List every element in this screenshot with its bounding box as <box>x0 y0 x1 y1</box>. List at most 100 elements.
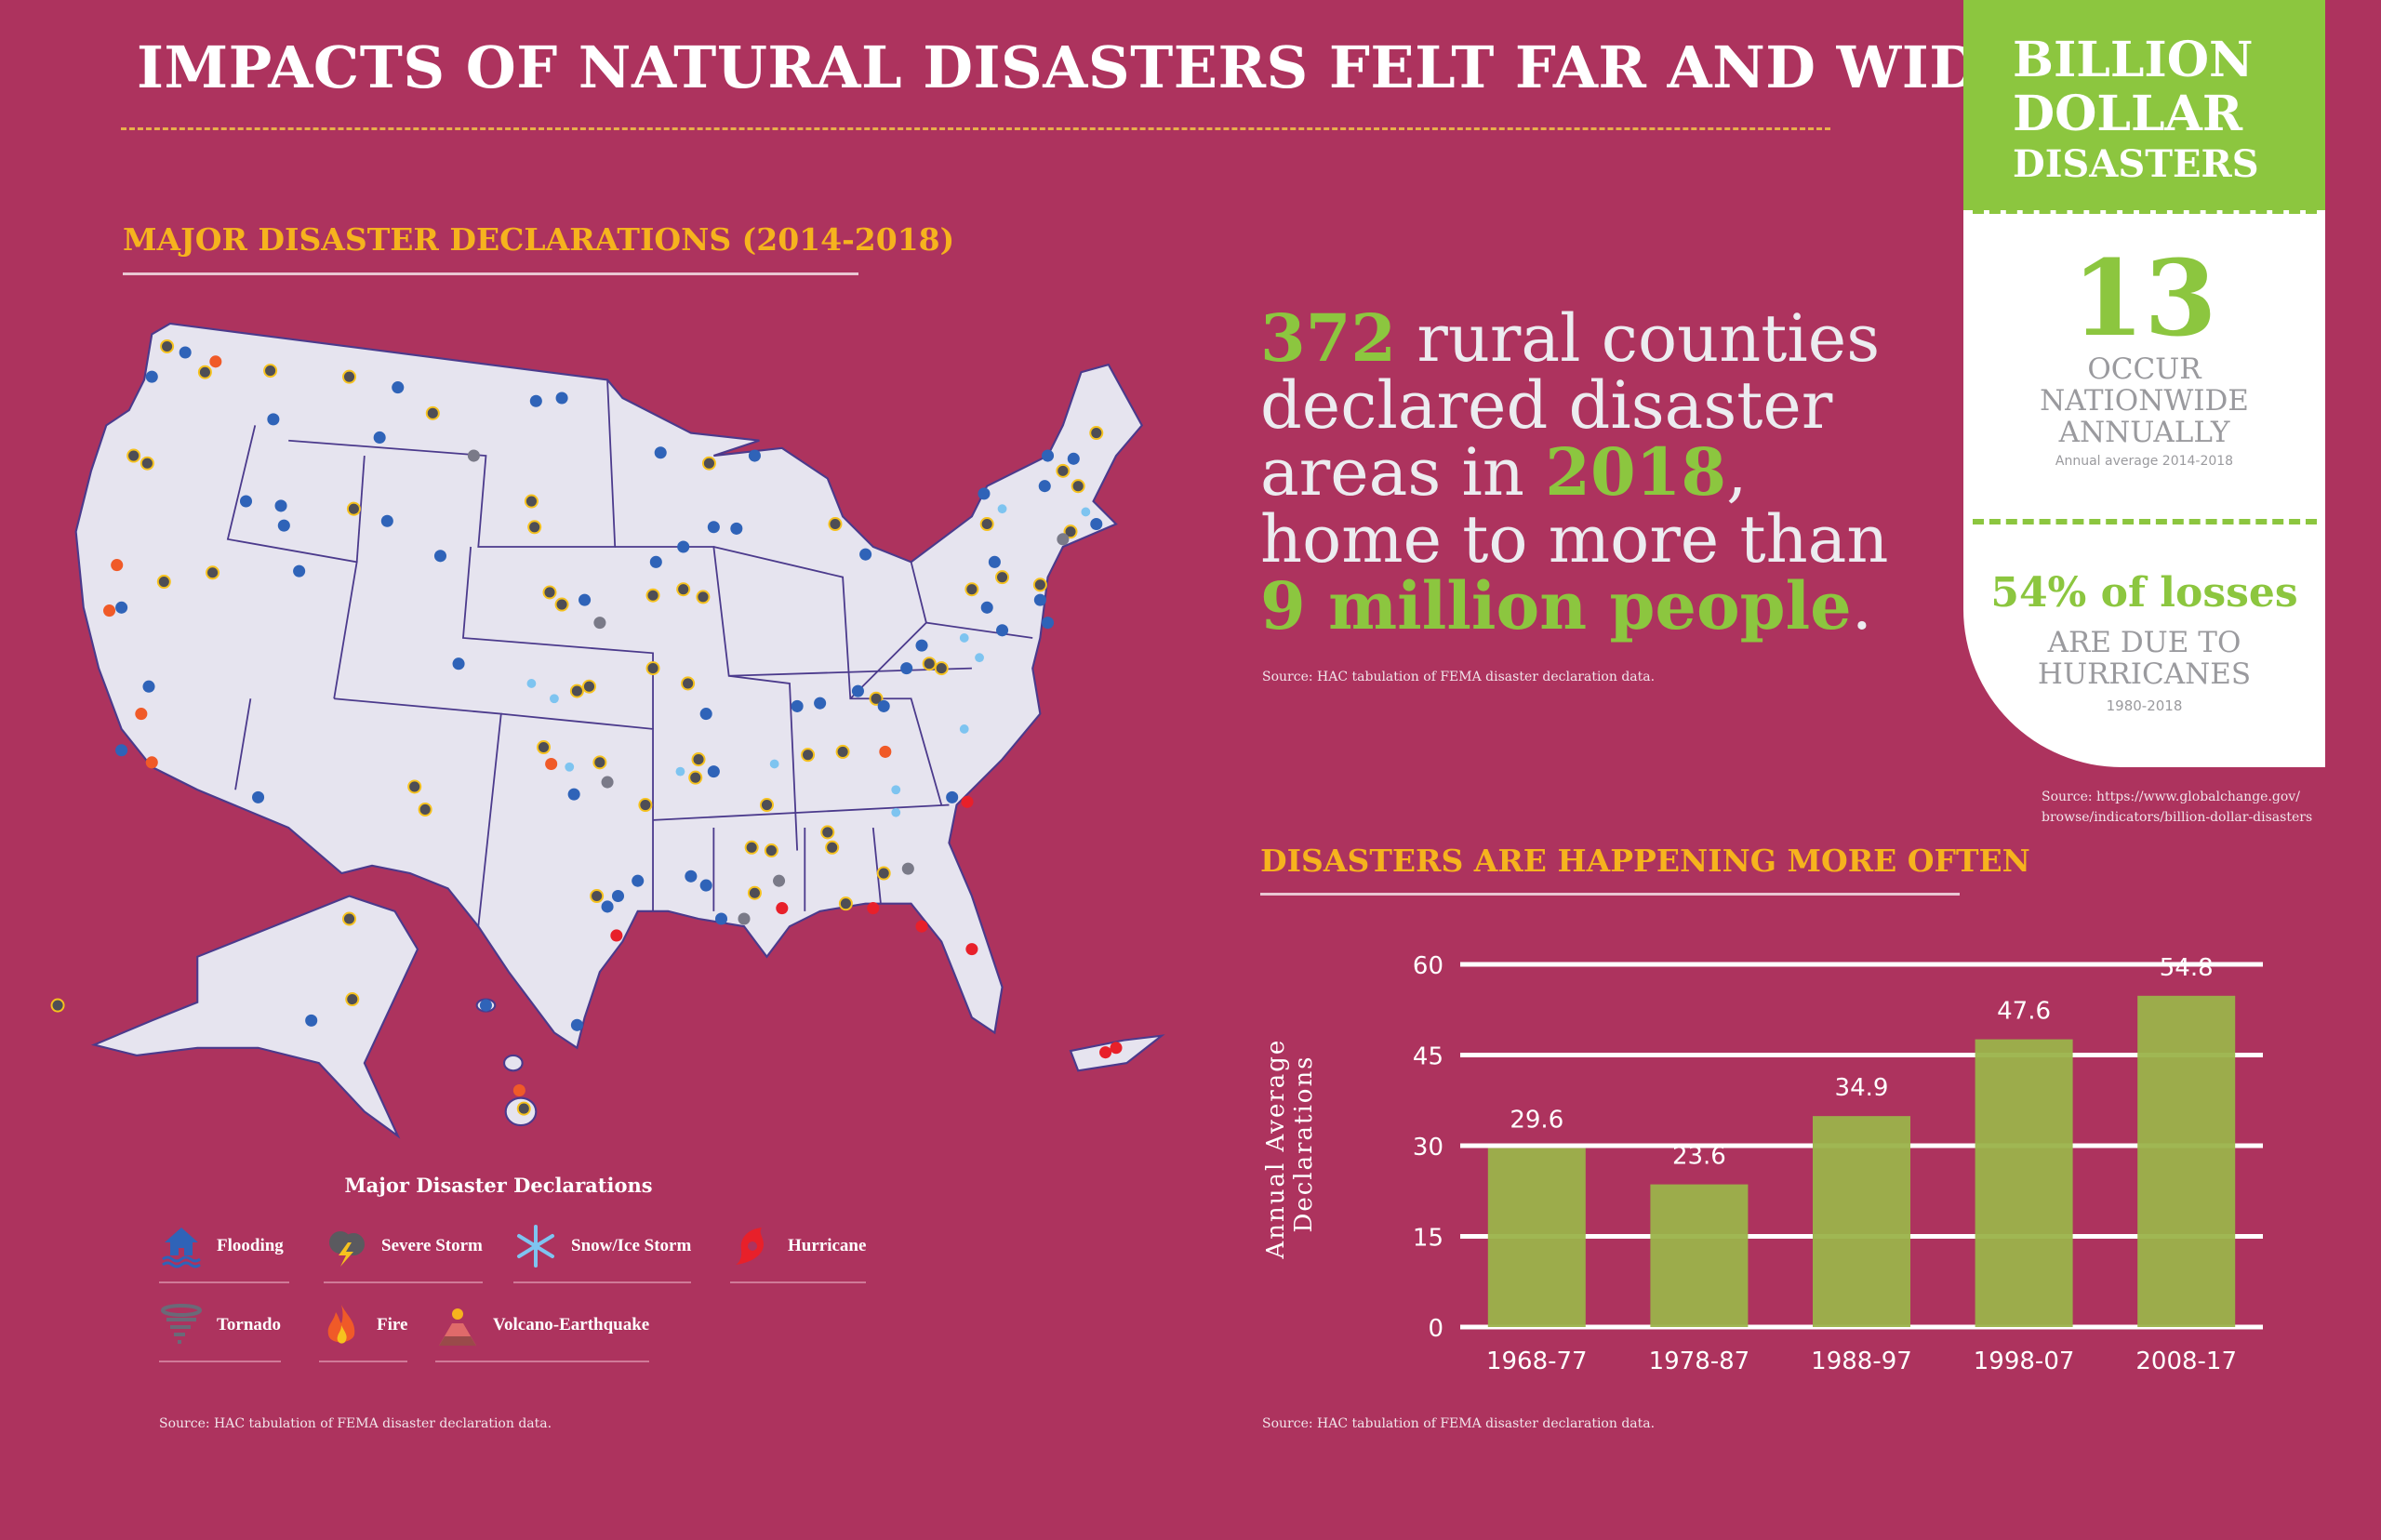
severe-storm-marker <box>524 494 539 509</box>
severe-storm-marker <box>701 456 716 471</box>
fire-icon <box>327 1305 355 1344</box>
snow-storm-marker <box>565 762 575 772</box>
flooding-marker <box>685 870 698 883</box>
headline-text: home to more than <box>1260 501 1889 578</box>
flooding-marker <box>851 684 864 697</box>
fire-marker <box>145 756 158 769</box>
flooding-marker <box>529 394 542 407</box>
snow-storm-marker <box>891 807 901 817</box>
title-divider <box>121 127 1830 130</box>
bar <box>1813 1116 1910 1327</box>
severe-storm-marker <box>569 684 584 698</box>
severe-storm-marker <box>691 752 706 767</box>
flooding-marker <box>1090 517 1103 531</box>
y-tick-label: 45 <box>1413 1043 1443 1071</box>
headline-source: Source: HAC tabulation of FEMA disaster … <box>1262 670 1656 684</box>
fire-marker <box>879 745 892 758</box>
severe-storm-marker <box>638 798 653 813</box>
population-stat: 9 million people <box>1260 567 1852 644</box>
legend-item-tornado: Tornado <box>159 1303 281 1362</box>
map-heading-rule <box>123 272 858 275</box>
y-tick-label: 60 <box>1413 952 1443 980</box>
legend-label: Volcano-Earthquake <box>493 1315 650 1334</box>
map-source: Source: HAC tabulation of FEMA disaster … <box>159 1416 552 1431</box>
flooding-marker <box>252 790 265 803</box>
severe-storm-marker <box>876 866 891 881</box>
flooding-marker <box>649 555 662 568</box>
severe-storm-marker <box>206 565 220 580</box>
headline-text: , <box>1726 434 1748 511</box>
panel-source: Source: https://www.globalchange.gov/ br… <box>2042 790 2313 825</box>
chart-heading-rule <box>1260 893 1960 896</box>
severe-storm-marker <box>744 840 759 855</box>
flooding-marker <box>567 788 580 801</box>
severe-storm-marker <box>801 748 816 763</box>
flooding-marker <box>791 699 804 712</box>
flooding-marker <box>859 548 872 561</box>
flooding-marker <box>1042 617 1055 630</box>
flooding-marker <box>611 889 625 903</box>
severe-storm-marker <box>342 911 357 926</box>
flooding-marker <box>677 540 690 553</box>
severe-storm-marker <box>934 661 949 676</box>
tornado-marker <box>467 449 480 462</box>
flooding-marker <box>1033 593 1046 606</box>
tornado-marker <box>773 874 786 887</box>
legend-item-hurricane: Hurricane <box>730 1224 867 1283</box>
severe-storm-marker <box>820 825 835 840</box>
flooding-marker <box>748 449 761 462</box>
data-label: 23.6 <box>1672 1143 1726 1171</box>
panel-header <box>1963 0 2325 210</box>
flooding-marker <box>946 790 959 803</box>
tornado-marker <box>601 776 614 789</box>
snow-storm-marker <box>997 504 1007 514</box>
flooding-marker <box>699 879 712 892</box>
data-label: 54.8 <box>2160 954 2214 982</box>
legend-label: Severe Storm <box>381 1236 483 1255</box>
severe-storm-marker <box>869 691 884 706</box>
billion-dollar-panel: BILLION DOLLAR DISASTERS 13 OCCUR NATION… <box>1963 0 2325 767</box>
legend-label: Tornado <box>217 1315 281 1334</box>
stat1-description: OCCUR NATIONWIDE ANNUALLY <box>2040 352 2249 449</box>
flooding-marker <box>179 346 192 359</box>
flooding-marker <box>601 900 614 913</box>
snow-storm-marker <box>769 759 779 769</box>
severe-storm-marker <box>140 456 154 471</box>
flooding-marker <box>579 593 592 606</box>
flooding-marker <box>900 662 913 675</box>
severe-storm-marker <box>156 575 171 590</box>
tornado-marker <box>593 617 606 630</box>
legend-label: Hurricane <box>788 1236 867 1255</box>
hawaii-shape <box>502 1054 524 1072</box>
flooding-marker <box>392 381 405 394</box>
severe-storm-marker <box>995 570 1010 585</box>
severe-storm-marker <box>696 590 711 604</box>
severe-storm-marker <box>1071 479 1085 494</box>
fire-marker <box>103 604 116 617</box>
state-borders <box>226 379 1033 927</box>
x-tick-label: 1968-77 <box>1486 1348 1588 1375</box>
panel-divider <box>1973 519 2317 524</box>
panel-divider <box>1973 208 2317 214</box>
flooding-marker <box>1042 449 1055 462</box>
severe-storm-marker <box>838 896 853 911</box>
bar <box>2137 995 2236 1327</box>
storm-cloud-lightning-icon <box>329 1231 365 1267</box>
page-title: IMPACTS OF NATURAL DISASTERS FELT FAR AN… <box>137 33 2025 101</box>
severe-storm-marker <box>1063 524 1078 539</box>
stat1-note: Annual average 2014-2018 <box>2055 454 2234 469</box>
hurricane-icon <box>736 1228 764 1265</box>
flooding-marker <box>654 446 667 459</box>
x-tick-label: 1988-97 <box>1811 1348 1912 1375</box>
chart-heading: DISASTERS ARE HAPPENING MORE OFTEN <box>1260 843 2030 879</box>
severe-storm-marker <box>681 676 696 691</box>
chart-source: Source: HAC tabulation of FEMA disaster … <box>1262 1416 1656 1431</box>
flooding-marker <box>714 912 728 925</box>
rural-county-count: 372 <box>1260 299 1397 377</box>
snow-storm-marker <box>959 633 969 643</box>
x-tick-label: 2008-17 <box>2135 1348 2237 1375</box>
flooding-marker <box>293 564 306 578</box>
snow-storm-marker <box>1081 507 1091 517</box>
legend-item-volcano-earthquake: Volcano-Earthquake <box>435 1303 650 1362</box>
hurricane-marker <box>965 943 978 956</box>
